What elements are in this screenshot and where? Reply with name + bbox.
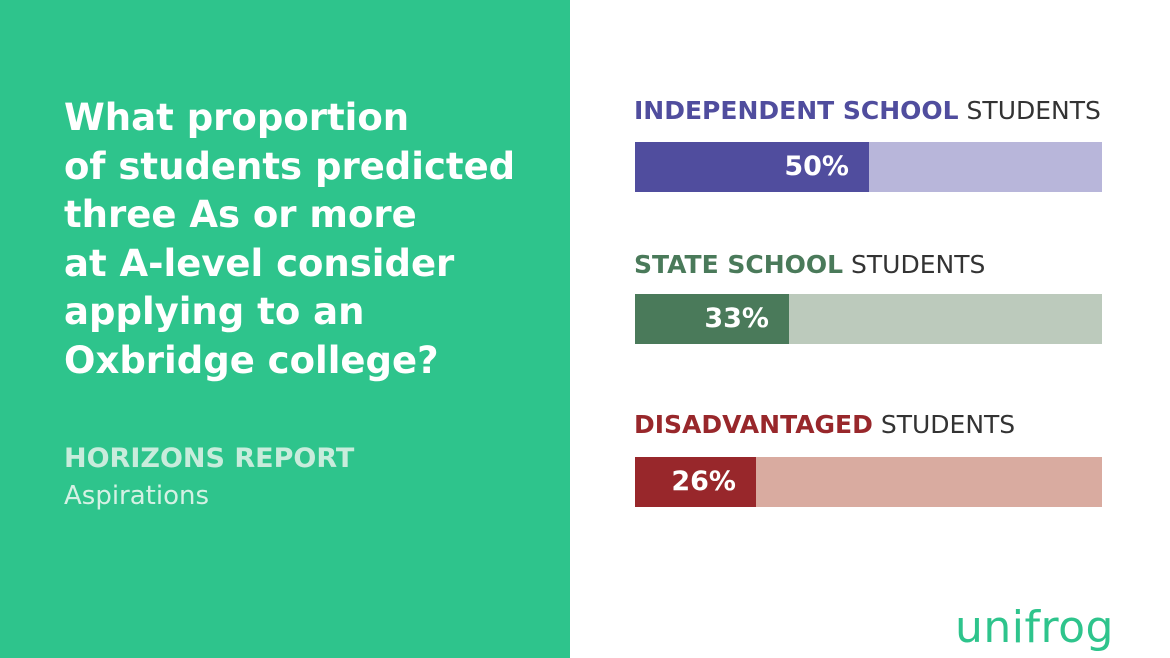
bar: 50% — [635, 142, 869, 192]
question-line: applying to an — [64, 290, 365, 333]
report-title: HORIZONS REPORT — [64, 443, 355, 474]
question-panel: What proportion of students predicted th… — [0, 0, 570, 658]
bar-value-label: 26% — [671, 466, 736, 497]
bar-value-label: 33% — [704, 303, 769, 334]
category-label-strong: STATE SCHOOL — [634, 250, 844, 279]
bar-track: 50% — [635, 142, 1102, 192]
question-line: Oxbridge college? — [64, 338, 439, 382]
bar-value-label: 50% — [784, 151, 849, 182]
category-label-strong: INDEPENDENT SCHOOL — [634, 96, 959, 125]
bar: 33% — [635, 294, 789, 344]
question-heading: What proportion of students predicted th… — [64, 94, 554, 385]
category-label: INDEPENDENT SCHOOL STUDENTS — [634, 96, 1101, 126]
report-subtitle: Aspirations — [64, 481, 210, 511]
bar: 26% — [635, 457, 756, 507]
bar-track: 33% — [635, 294, 1102, 344]
category-label: DISADVANTAGED STUDENTS — [634, 410, 1015, 440]
question-line: three As or more — [64, 193, 417, 236]
category-label: STATE SCHOOL STUDENTS — [634, 250, 985, 280]
question-line: at A-level consider — [64, 241, 455, 285]
category-label-rest: STUDENTS — [958, 96, 1101, 125]
unifrog-logo[interactable]: unifrog — [955, 602, 1114, 653]
category-label-rest: STUDENTS — [843, 250, 986, 279]
question-line: What proportion — [64, 96, 410, 139]
category-label-strong: DISADVANTAGED — [634, 410, 873, 439]
category-label-rest: STUDENTS — [872, 410, 1016, 439]
question-line: of students predicted — [64, 144, 516, 188]
bar-track: 26% — [635, 457, 1102, 507]
